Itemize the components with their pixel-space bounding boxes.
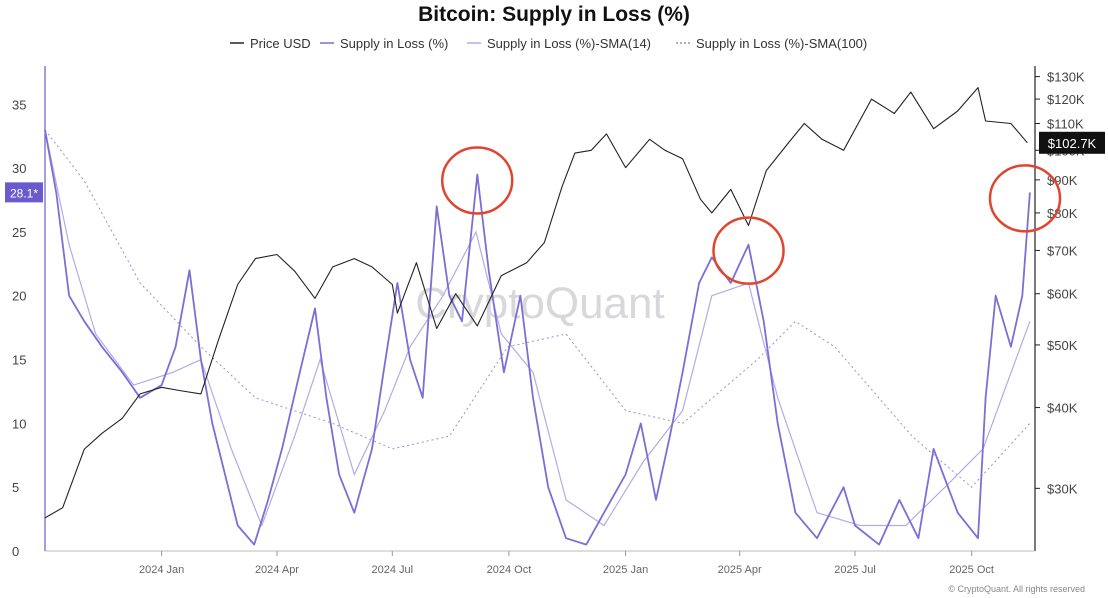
- right-tick-label: $60K: [1047, 287, 1078, 302]
- x-tick-label: 2025 Jul: [834, 564, 876, 576]
- x-tick-label: 2025 Oct: [949, 564, 994, 576]
- x-tick-label: 2024 Jan: [139, 564, 184, 576]
- right-tick-label: $70K: [1047, 243, 1078, 258]
- sma14-line: [44, 129, 1031, 528]
- chart-title: Bitcoin: Supply in Loss (%): [418, 3, 690, 26]
- right-tick-label: $30K: [1047, 481, 1078, 496]
- x-tick-label: 2024 Apr: [255, 564, 299, 576]
- highlight-circle: [712, 216, 785, 285]
- credit-text: © CryptoQuant. All rights reserved: [948, 584, 1085, 594]
- supply-current-badge: [5, 182, 43, 203]
- price-line: [44, 87, 1028, 519]
- legend-label: Supply in Loss (%): [340, 36, 448, 51]
- right-tick-label: $110K: [1047, 117, 1084, 132]
- left-tick-label: 25: [12, 225, 26, 240]
- legend-label: Supply in Loss (%)-SMA(14): [487, 36, 651, 51]
- x-tick-label: 2024 Jul: [372, 564, 414, 576]
- x-tick-label: 2024 Oct: [487, 564, 532, 576]
- supply-current-value: 28.1*: [10, 186, 38, 200]
- right-tick-label: $120K: [1047, 92, 1085, 107]
- series-layer: [44, 87, 1031, 546]
- annotations: 28.1* $102.7K: [5, 131, 1105, 285]
- left-tick-label: 35: [12, 97, 26, 112]
- left-tick-label: 0: [12, 544, 19, 559]
- right-tick-label: $130K: [1047, 70, 1085, 85]
- price-current-value: $102.7K: [1048, 136, 1097, 151]
- right-tick-label: $50K: [1047, 338, 1078, 353]
- supply-in-loss-line: [44, 129, 1031, 546]
- x-tick-label: 2025 Apr: [718, 564, 762, 576]
- left-tick-label: 10: [12, 416, 26, 431]
- watermark: CryptoQuant: [415, 279, 664, 328]
- left-tick-label: 20: [12, 289, 26, 304]
- right-tick-label: $40K: [1047, 401, 1078, 416]
- highlight-circle: [441, 146, 514, 215]
- x-tick-label: 2025 Jan: [603, 564, 648, 576]
- legend-label: Price USD: [250, 36, 311, 51]
- left-tick-label: 30: [12, 161, 26, 176]
- left-tick-label: 15: [12, 353, 26, 368]
- right-tick-label: $90K: [1047, 173, 1078, 188]
- left-tick-label: 5: [12, 480, 19, 495]
- highlight-circle: [988, 164, 1062, 233]
- legend: Price USD Supply in Loss (%) Supply in Los…: [230, 36, 867, 51]
- legend-label: Supply in Loss (%)-SMA(100): [696, 36, 867, 51]
- price-current-badge: [1039, 131, 1105, 154]
